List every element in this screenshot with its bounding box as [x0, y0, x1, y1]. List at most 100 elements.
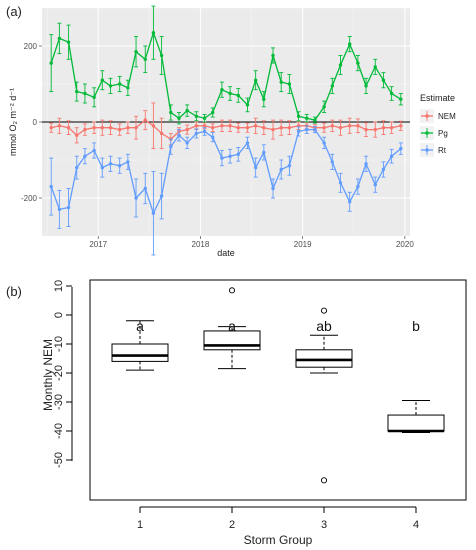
panel-b-y-ticks: 10 0 -10 -20 -30 -40 -50 [53, 280, 72, 468]
outlier-point [228, 287, 236, 294]
data-point [177, 133, 181, 137]
data-point [92, 95, 96, 100]
box-group-2: a [203, 287, 261, 370]
data-point [66, 205, 71, 210]
data-point [75, 133, 79, 137]
panel-b-label: (b) [6, 284, 22, 299]
data-point [143, 186, 147, 191]
y-tick-label: -40 [53, 423, 65, 439]
data-point [134, 126, 138, 130]
data-point [356, 61, 360, 65]
y-tick-label: -30 [53, 394, 65, 410]
panel-a-y-axis-title: mmol O₂ m⁻² d⁻¹ [8, 88, 18, 156]
data-point [296, 129, 301, 134]
data-point [134, 50, 138, 54]
data-point [100, 165, 105, 170]
data-point [287, 126, 292, 130]
data-point [399, 97, 403, 101]
data-point [347, 124, 352, 128]
data-point [126, 160, 130, 164]
data-point [279, 80, 283, 84]
data-point [75, 89, 79, 94]
data-point [381, 78, 386, 82]
data-point [159, 194, 164, 198]
y-tick-label: -200 [21, 194, 38, 203]
panel-a-y-ticks: -200 0 200 [21, 42, 42, 203]
data-point [143, 118, 147, 122]
data-point [83, 91, 87, 96]
legend-title: Estimate [420, 93, 455, 103]
data-point [347, 200, 352, 204]
y-tick-label: 10 [53, 280, 65, 292]
data-point [66, 126, 71, 130]
data-point [356, 184, 360, 189]
legend-entry-nem: NEM [438, 112, 456, 121]
panel-b-plot-frame [89, 279, 467, 501]
data-point [356, 124, 360, 128]
x-tick-label: 4 [413, 519, 419, 531]
data-point [373, 183, 377, 187]
data-point [143, 57, 147, 61]
data-point [66, 40, 71, 44]
y-tick-label: -10 [53, 336, 65, 352]
data-point [108, 126, 113, 130]
data-point [305, 127, 309, 132]
data-point [338, 126, 343, 130]
data-point [159, 53, 164, 58]
data-point [322, 141, 326, 145]
data-point [271, 53, 275, 58]
series-pg [49, 5, 403, 125]
data-point [194, 131, 199, 136]
data-point [211, 135, 215, 139]
data-point [57, 207, 62, 212]
data-point [313, 118, 317, 122]
legend-entry-rt: Rt [438, 146, 447, 155]
data-point [262, 150, 266, 155]
data-point [211, 110, 215, 115]
box-group-1: a [111, 318, 169, 371]
data-point [271, 127, 275, 132]
data-point [100, 126, 105, 130]
significance-letter: a [136, 318, 144, 334]
data-point [126, 86, 130, 90]
data-point [399, 124, 403, 128]
legend-key-point [425, 114, 429, 118]
data-point [117, 127, 122, 132]
box [295, 349, 353, 368]
data-point [185, 127, 189, 132]
data-point [330, 160, 335, 164]
data-point [57, 124, 62, 128]
y-tick-label: 0 [33, 118, 38, 127]
data-point [236, 93, 240, 98]
legend-key-point [425, 131, 429, 135]
data-point [287, 82, 292, 86]
data-point [220, 156, 224, 160]
data-point [57, 36, 62, 41]
box [387, 414, 445, 432]
data-point [228, 124, 232, 128]
data-point [338, 181, 343, 185]
x-tick-label: 2018 [192, 240, 210, 249]
panel-b-x-ticks: 1 2 3 4 [137, 507, 419, 531]
significance-letter: a [228, 318, 236, 334]
data-point [108, 162, 113, 166]
data-point [279, 126, 283, 130]
data-point [92, 148, 96, 153]
data-point [245, 126, 250, 130]
data-point [134, 196, 138, 200]
outlier-point [320, 477, 328, 484]
y-tick-label: 0 [53, 312, 65, 318]
data-point [177, 116, 181, 120]
data-point [245, 141, 250, 145]
panel-b-x-axis-title: Storm Group [244, 533, 313, 547]
data-point [305, 116, 309, 120]
data-point [202, 129, 207, 134]
panel-a-label: (a) [6, 4, 22, 19]
data-point [313, 127, 317, 132]
x-tick-label: 2020 [396, 240, 414, 249]
data-point [202, 116, 207, 120]
box [111, 343, 169, 362]
data-point [169, 145, 173, 149]
data-point [220, 124, 224, 128]
